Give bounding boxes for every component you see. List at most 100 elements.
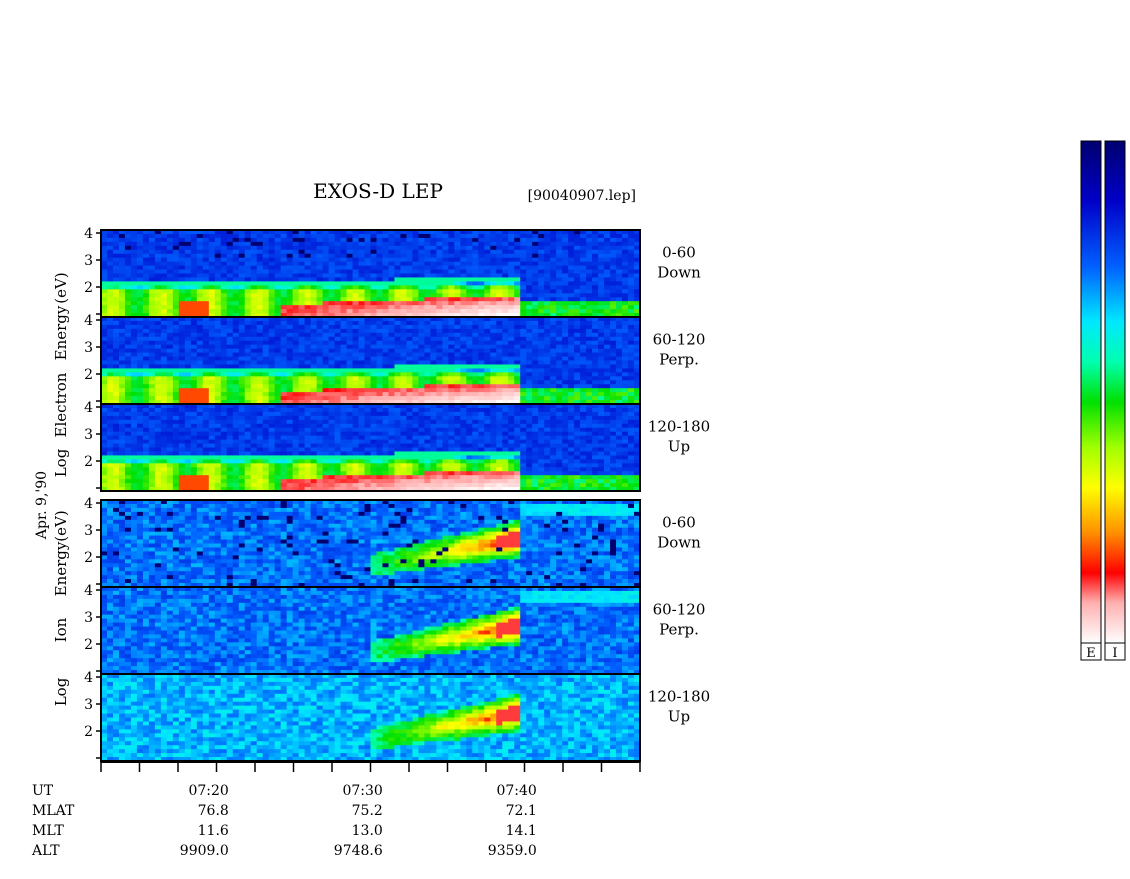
heatmap-cell [305, 364, 311, 368]
heatmap-cell [173, 297, 179, 301]
heatmap-cell [508, 309, 514, 313]
heatmap-cell [323, 483, 329, 487]
heatmap-cell [305, 353, 311, 357]
heatmap-cell [161, 388, 167, 392]
heatmap-cell [161, 301, 167, 305]
heatmap-cell [371, 341, 377, 345]
heatmap-cell [257, 428, 263, 432]
heatmap-cell [119, 416, 125, 420]
heatmap-cell [412, 376, 418, 380]
heatmap-cell [257, 234, 263, 238]
heatmap-cell [460, 242, 466, 246]
heatmap-cell [155, 250, 161, 254]
heatmap-cell [544, 345, 550, 349]
heatmap-cell [454, 289, 460, 293]
heatmap-cell [490, 329, 496, 333]
heatmap-cell [137, 388, 143, 392]
heatmap-cell [466, 309, 472, 313]
heatmap-cell [293, 463, 299, 467]
heatmap-cell [155, 396, 161, 400]
heatmap-cell [263, 234, 269, 238]
heatmap-cell [460, 325, 466, 329]
heatmap-cell [179, 246, 185, 250]
heatmap-cell [466, 372, 472, 376]
heatmap-cell [179, 444, 185, 448]
heatmap-cell [335, 258, 341, 262]
heatmap-cell [179, 289, 185, 293]
heatmap-cell [526, 349, 532, 353]
heatmap-cell [317, 432, 323, 436]
heatmap-cell [269, 305, 275, 309]
heatmap-cell [227, 463, 233, 467]
heatmap-cell [293, 376, 299, 380]
heatmap-cell [287, 321, 293, 325]
heatmap-cell [442, 254, 448, 258]
heatmap-cell [257, 329, 263, 333]
heatmap-cell [442, 281, 448, 285]
heatmap-cell [161, 380, 167, 384]
heatmap-cell [424, 297, 430, 301]
heatmap-cell [418, 388, 424, 392]
heatmap-cell [179, 424, 185, 428]
heatmap-cell [125, 428, 131, 432]
heatmap-cell [143, 262, 149, 266]
heatmap-cell [347, 266, 353, 270]
heatmap-cell [149, 262, 155, 266]
heatmap-cell [107, 463, 113, 467]
heatmap-cell [257, 483, 263, 487]
y-tick-label: 3 [84, 253, 93, 269]
heatmap-cell [215, 396, 221, 400]
heatmap-cell [197, 475, 203, 479]
heatmap-cell [466, 266, 472, 270]
heatmap-cell [329, 262, 335, 266]
heatmap-cell [173, 353, 179, 357]
heatmap-cell [125, 364, 131, 368]
heatmap-cell [514, 372, 520, 376]
heatmap-cell [371, 416, 377, 420]
heatmap-cell [221, 325, 227, 329]
heatmap-cell [281, 341, 287, 345]
heatmap-cell [161, 467, 167, 471]
heatmap-cell [197, 242, 203, 246]
heatmap-cell [149, 388, 155, 392]
heatmap-cell [628, 341, 634, 345]
heatmap-cell [185, 266, 191, 270]
heatmap-cell [448, 384, 454, 388]
heatmap-cell [173, 479, 179, 483]
heatmap-cell [436, 353, 442, 357]
heatmap-cell [185, 396, 191, 400]
heatmap-cell [215, 254, 221, 258]
heatmap-cell [484, 364, 490, 368]
heatmap-cell [167, 277, 173, 281]
heatmap-cell [305, 333, 311, 337]
heatmap-cell [191, 471, 197, 475]
heatmap-cell [353, 451, 359, 455]
heatmap-cell [365, 444, 371, 448]
heatmap-cell [137, 289, 143, 293]
heatmap-cell [478, 376, 484, 380]
heatmap-cell [580, 396, 586, 400]
heatmap-cell [442, 242, 448, 246]
heatmap-cell [365, 277, 371, 281]
heatmap-cell [365, 285, 371, 289]
heatmap-cell [371, 428, 377, 432]
heatmap-cell [119, 242, 125, 246]
heatmap-cell [317, 428, 323, 432]
heatmap-cell [406, 372, 412, 376]
heatmap-cell [388, 396, 394, 400]
heatmap-cell [257, 361, 263, 365]
heatmap-cell [580, 297, 586, 301]
heatmap-cell [538, 341, 544, 345]
heatmap-cell [263, 372, 269, 376]
heatmap-cell [197, 432, 203, 436]
heatmap-cell [113, 420, 119, 424]
heatmap-cell [311, 424, 317, 428]
heatmap-cell [299, 459, 305, 463]
heatmap-cell [125, 289, 131, 293]
heatmap-cell [263, 424, 269, 428]
heatmap-cell [490, 246, 496, 250]
heatmap-cell [281, 424, 287, 428]
heatmap-cell [275, 274, 281, 278]
heatmap-cell [580, 341, 586, 345]
heatmap-cell [281, 281, 287, 285]
